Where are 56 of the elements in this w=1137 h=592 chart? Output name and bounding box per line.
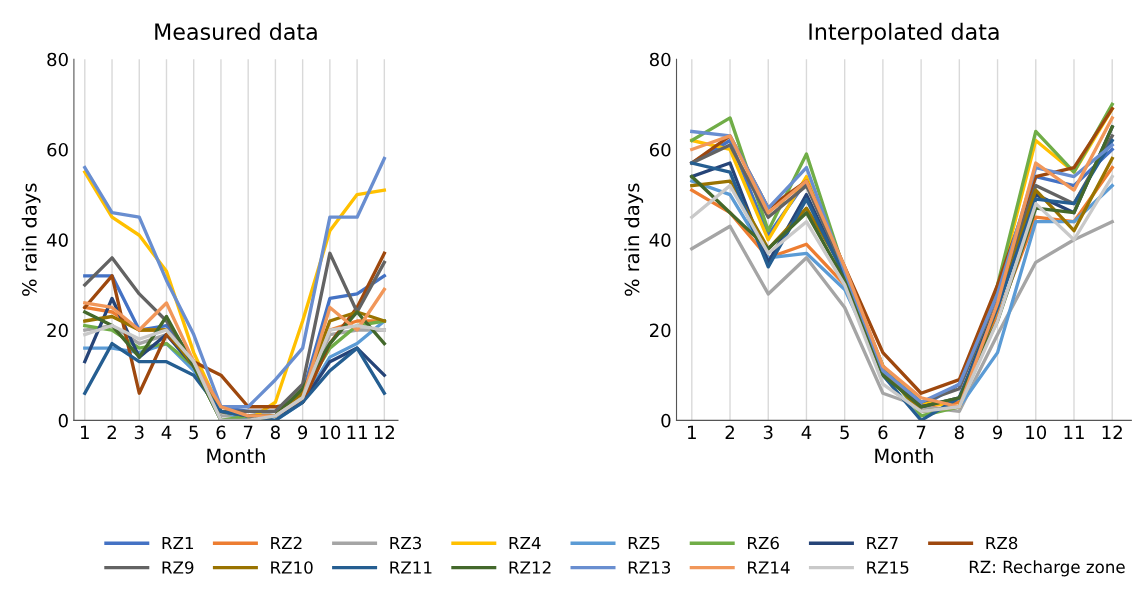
legend-label: RZ13 — [628, 561, 671, 574]
x-tick-label: 1 — [688, 425, 696, 439]
y-tick-label: 80 — [47, 52, 68, 67]
x-tick-label: 3 — [763, 425, 773, 440]
y-tick-label: 20 — [47, 323, 68, 338]
legend-label: RZ2 — [271, 536, 302, 550]
y-tick-label: 80 — [649, 52, 671, 67]
x-tick-label: 4 — [161, 425, 172, 439]
x-axis-title: Month — [875, 448, 933, 464]
x-tick-label: 5 — [189, 425, 198, 440]
legend-label: RZ3 — [390, 536, 422, 550]
y-tick-label: 0 — [58, 413, 68, 428]
x-tick-label: 10 — [320, 425, 341, 440]
legend-label: RZ12 — [509, 561, 551, 574]
y-tick-label: 40 — [46, 233, 68, 247]
x-tick-label: 11 — [347, 425, 367, 439]
chart-title: Interpolated data — [809, 22, 999, 45]
x-tick-label: 11 — [1064, 425, 1084, 439]
y-axis-title: % rain days — [21, 183, 41, 296]
legend-label: RZ10 — [271, 561, 313, 574]
legend-label: RZ4 — [509, 536, 541, 550]
legend-label: RZ14 — [748, 561, 790, 574]
legend-label: RZ5 — [628, 536, 660, 550]
y-tick-label: 60 — [47, 142, 68, 157]
x-tick-label: 7 — [916, 425, 926, 439]
legend-label: RZ8 — [986, 536, 1018, 550]
x-tick-label: 2 — [725, 425, 734, 439]
x-tick-label: 8 — [270, 425, 280, 440]
y-axis-title: % rain days — [624, 183, 644, 296]
x-tick-label: 8 — [954, 425, 964, 440]
x-tick-label: 10 — [1026, 425, 1047, 440]
legend-label: RZ1 — [162, 536, 194, 550]
x-tick-label: 7 — [243, 425, 253, 439]
y-tick-label: 60 — [649, 142, 671, 157]
x-tick-label: 6 — [878, 425, 888, 440]
x-tick-label: 3 — [134, 425, 144, 440]
x-tick-label: 2 — [107, 425, 116, 439]
y-tick-label: 0 — [661, 413, 671, 428]
x-tick-label: 12 — [374, 425, 395, 439]
legend-label: RZ9 — [162, 561, 194, 574]
y-tick-label: 40 — [649, 233, 671, 247]
legend-label: RZ15 — [867, 561, 909, 574]
x-tick-label: 1 — [81, 425, 89, 439]
x-tick-label: 12 — [1102, 425, 1122, 439]
x-tick-label: 5 — [840, 425, 849, 440]
legend-label: RZ7 — [867, 536, 898, 550]
x-tick-label: 9 — [298, 425, 308, 440]
chart-title: Measured data — [155, 22, 317, 41]
y-tick-label: 20 — [650, 323, 671, 338]
x-axis-title: Month — [207, 448, 265, 464]
x-tick-label: 4 — [801, 425, 812, 439]
legend-label: RZ11 — [390, 561, 432, 574]
x-tick-label: 6 — [216, 425, 226, 440]
text: RZ: Recharge zone — [969, 560, 1125, 577]
legend-label: RZ6 — [748, 536, 779, 550]
x-tick-label: 9 — [992, 425, 1003, 440]
